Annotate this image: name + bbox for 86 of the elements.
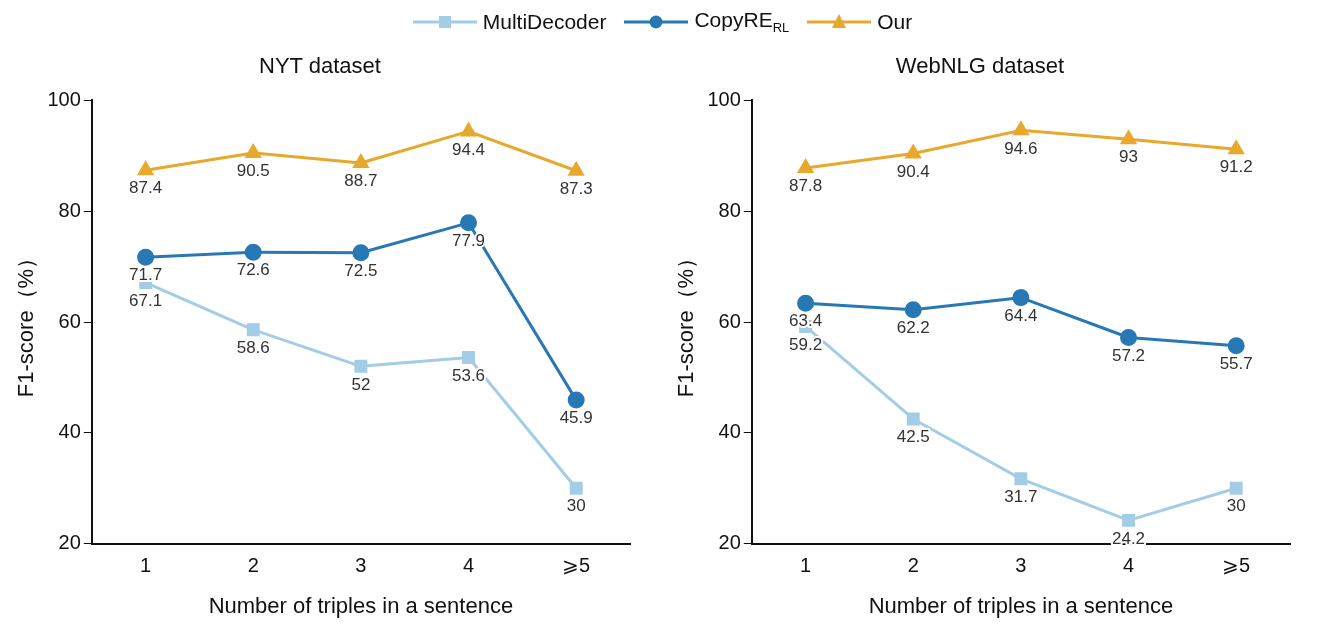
data-label: 57.2 xyxy=(1111,345,1146,365)
point xyxy=(1120,130,1137,145)
data-label: 87.8 xyxy=(789,176,823,196)
point xyxy=(906,412,920,426)
data-label: 31.7 xyxy=(1004,486,1038,506)
y-tick-label: 100 xyxy=(707,87,741,110)
y-tick-label: 60 xyxy=(58,309,81,332)
point xyxy=(352,244,370,262)
data-label: 87.4 xyxy=(129,178,163,198)
x-tick-label: 2 xyxy=(247,554,259,577)
data-label: 59.2 xyxy=(789,334,823,354)
data-label: 30 xyxy=(1226,496,1246,516)
data-label: 62.2 xyxy=(896,318,930,337)
point xyxy=(798,159,814,173)
point xyxy=(905,145,921,159)
point xyxy=(1229,481,1243,495)
data-label: 71.7 xyxy=(129,265,163,285)
point xyxy=(797,294,815,312)
data-label: 72.5 xyxy=(344,260,378,280)
point xyxy=(138,161,154,176)
data-label: 58.6 xyxy=(236,337,270,357)
y-tick-label: 100 xyxy=(47,87,81,110)
x-tick-label: ⩾5 xyxy=(562,554,591,577)
y-tick-label: 40 xyxy=(58,420,81,443)
point xyxy=(1013,121,1029,136)
point xyxy=(1228,140,1244,155)
point xyxy=(1120,329,1138,347)
point xyxy=(1227,337,1245,355)
legend-label: Our xyxy=(877,10,913,34)
point xyxy=(353,154,369,168)
point xyxy=(245,144,261,159)
point xyxy=(1012,289,1030,307)
data-label: 55.7 xyxy=(1219,354,1253,374)
data-label: 42.5 xyxy=(896,427,930,447)
data-label: 53.6 xyxy=(451,365,486,385)
x-axis-title: Number of triples in a sentence xyxy=(868,592,1174,618)
point xyxy=(568,162,584,176)
data-label: 72.6 xyxy=(236,260,270,280)
x-tick-label: ⩾5 xyxy=(1222,554,1251,577)
x-tick-label: 3 xyxy=(1015,554,1027,577)
point xyxy=(1014,472,1028,486)
point xyxy=(462,351,475,364)
point xyxy=(569,481,583,495)
data-label: 94.4 xyxy=(451,139,486,159)
data-label: 87.3 xyxy=(559,178,593,198)
y-tick-label: 60 xyxy=(718,309,741,332)
x-tick-label: 1 xyxy=(140,554,152,577)
data-label: 90.4 xyxy=(896,161,930,181)
data-label: 64.4 xyxy=(1004,305,1038,325)
data-label: 30 xyxy=(566,496,586,516)
x-tick-label: 3 xyxy=(355,554,367,577)
point xyxy=(904,301,922,319)
data-label: 90.5 xyxy=(236,161,270,181)
x-axis-title: Number of triples in a sentence xyxy=(208,592,514,618)
data-label: 45.9 xyxy=(559,408,593,428)
y-axis-title: F1-score（%） xyxy=(13,246,39,398)
data-label: 91.2 xyxy=(1219,157,1253,177)
point xyxy=(246,323,260,337)
legend-label: CopyRE$_{RL}$ xyxy=(694,8,790,36)
data-label: 24.2 xyxy=(1111,528,1146,548)
point xyxy=(354,359,368,373)
data-label: 88.7 xyxy=(344,171,378,191)
data-label: 67.1 xyxy=(129,290,163,310)
x-tick-label: 1 xyxy=(800,554,812,577)
y-tick-label: 20 xyxy=(58,531,81,554)
point xyxy=(244,243,262,261)
data-label: 63.4 xyxy=(789,311,823,331)
x-tick-label: 4 xyxy=(462,554,475,577)
y-tick-label: 20 xyxy=(718,531,741,554)
x-tick-label: 4 xyxy=(1122,554,1135,577)
data-label: 93 xyxy=(1119,147,1138,167)
data-label: 94.6 xyxy=(1004,138,1038,158)
y-tick-label: 80 xyxy=(718,198,741,221)
legend-label: MultiDecoder xyxy=(482,10,607,34)
chart-title: NYT dataset xyxy=(259,53,381,79)
point xyxy=(137,248,155,266)
x-tick-label: 2 xyxy=(907,554,919,577)
chart-title: WebNLG dataset xyxy=(895,53,1065,79)
point xyxy=(1122,513,1135,527)
point xyxy=(567,391,585,409)
data-label: 52 xyxy=(351,374,371,394)
point xyxy=(460,122,477,137)
y-axis-title: F1-score（%） xyxy=(673,246,699,398)
y-tick-label: 80 xyxy=(58,198,81,221)
point xyxy=(460,214,478,232)
y-tick-label: 40 xyxy=(718,420,741,443)
